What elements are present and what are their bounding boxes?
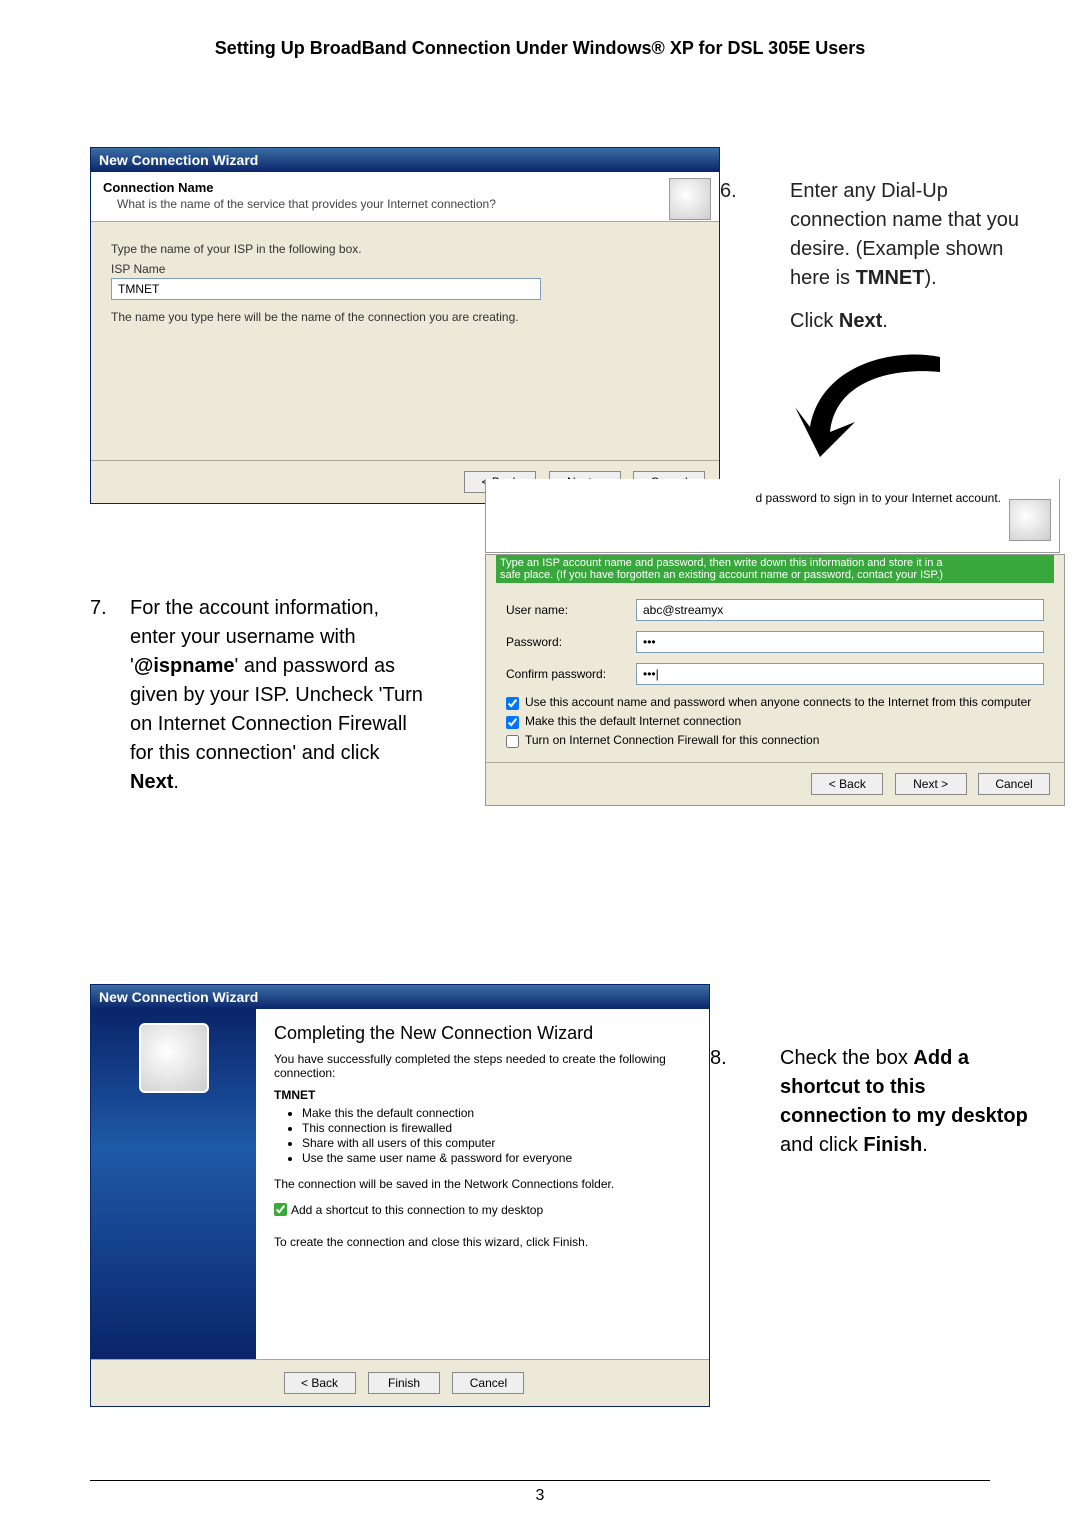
completing-intro: You have successfully completed the step… [274,1052,691,1080]
step6-instruction: 6. Enter any Dial-Up connection name tha… [790,177,1030,336]
step8-number: 8. [710,1044,727,1073]
globe-icon [139,1023,209,1093]
list-item: Share with all users of this computer [302,1136,691,1150]
isp-hint: The name you type here will be the name … [111,310,699,324]
wizard-heading: Connection Name [103,180,707,195]
step6-number: 6. [720,177,737,206]
firewall-label: Turn on Internet Connection Firewall for… [525,733,819,747]
password-input[interactable] [636,631,1044,653]
use-account-checkbox[interactable] [506,697,519,710]
confirm-password-input[interactable] [636,663,1044,685]
list-item: Use the same user name & password for ev… [302,1151,691,1165]
connection-properties-list: Make this the default connection This co… [302,1106,691,1165]
step7-instruction: 7. For the account information, enter yo… [130,594,430,797]
add-shortcut-label: Add a shortcut to this connection to my … [291,1203,543,1217]
wizard-titlebar: New Connection Wizard [91,148,719,172]
page-number: 3 [90,1480,990,1505]
wizard-subheading: What is the name of the service that pro… [103,195,707,211]
add-shortcut-checkbox[interactable] [274,1203,287,1216]
wizard-account-info: Type an ISP account name and password, t… [485,554,1065,806]
default-connection-checkbox[interactable] [506,716,519,729]
firewall-checkbox[interactable] [506,735,519,748]
step7-number: 7. [90,594,107,623]
saved-note: The connection will be saved in the Netw… [274,1177,691,1191]
arrow-icon [790,347,960,467]
wizard-titlebar: New Connection Wizard [91,985,709,1009]
wizard-connection-name: New Connection Wizard Connection Name Wh… [90,147,720,504]
use-account-label: Use this account name and password when … [525,695,1031,709]
password-label: Password: [506,635,636,649]
completing-heading: Completing the New Connection Wizard [274,1023,691,1044]
next-button[interactable]: Next > [895,773,967,795]
wizard-account-peek: d password to sign in to your Internet a… [485,479,1060,553]
page-title: Setting Up BroadBand Connection Under Wi… [0,0,1080,59]
username-label: User name: [506,603,636,617]
isp-label: ISP Name [111,262,699,276]
connection-icon [669,178,711,220]
isp-prompt: Type the name of your ISP in the followi… [111,242,699,256]
back-button[interactable]: < Back [284,1372,356,1394]
isp-name-input[interactable] [111,278,541,300]
confirm-password-label: Confirm password: [506,667,636,681]
connection-icon [1009,499,1051,541]
list-item: Make this the default connection [302,1106,691,1120]
step8-instruction: 8. Check the box Add a shortcut to this … [780,1044,1030,1160]
back-button[interactable]: < Back [811,773,883,795]
close-note: To create the connection and close this … [274,1235,691,1249]
wizard-sidebar [91,1009,256,1359]
cancel-button[interactable]: Cancel [978,773,1050,795]
finish-button[interactable]: Finish [368,1372,440,1394]
username-input[interactable] [636,599,1044,621]
account-hint: Type an ISP account name and password, t… [496,555,1054,583]
peek-heading: d password to sign in to your Internet a… [756,491,1001,505]
connection-name: TMNET [274,1088,315,1102]
list-item: This connection is firewalled [302,1121,691,1135]
default-connection-label: Make this the default Internet connectio… [525,714,741,728]
cancel-button[interactable]: Cancel [452,1372,524,1394]
wizard-completing: New Connection Wizard Completing the New… [90,984,710,1407]
